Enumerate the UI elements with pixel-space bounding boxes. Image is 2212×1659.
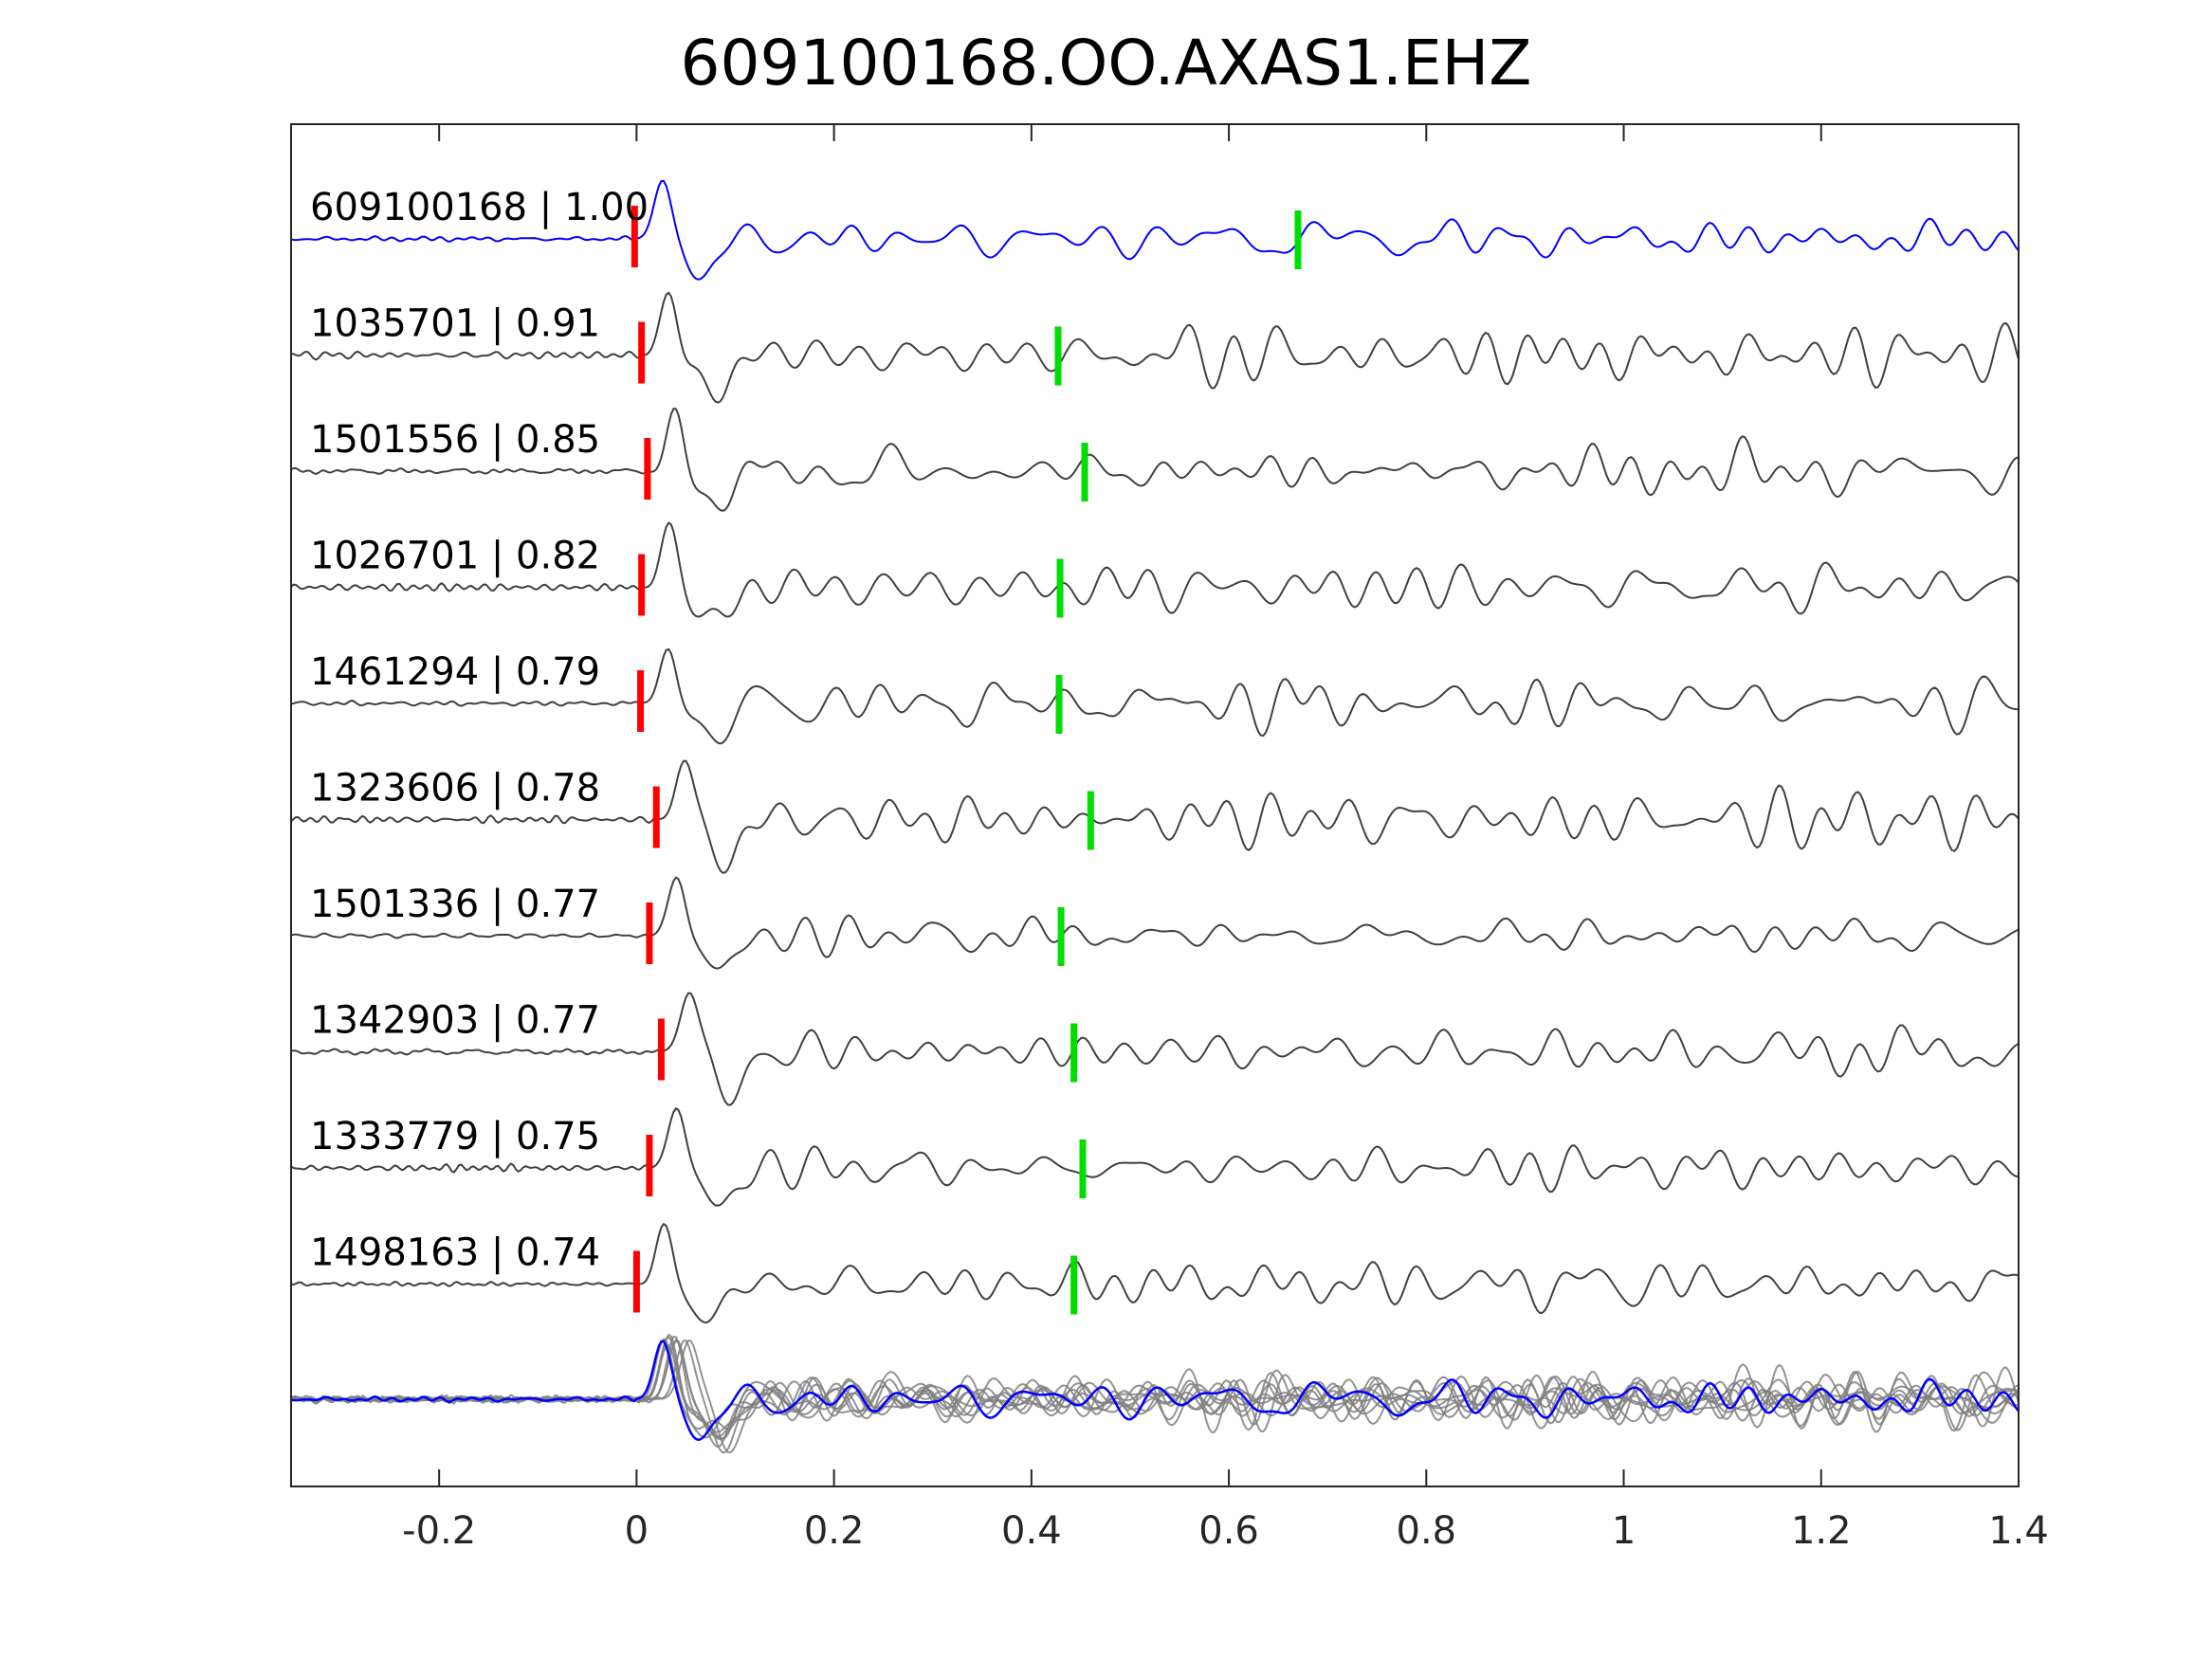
trace-line-1342903 [290, 992, 2020, 1106]
stack-reference-trace [290, 1340, 2020, 1442]
trace-line-1026701 [290, 521, 2020, 618]
trace-label-609100168: 609100168 | 1.00 [310, 186, 649, 229]
axes-box [290, 123, 2020, 1487]
trace-line-1498163 [290, 1222, 2020, 1324]
trace-label-1501336: 1501336 | 0.77 [310, 883, 600, 926]
labels-layer: 609100168 | 1.00 1035701 | 0.91 1501556 | … [310, 186, 649, 1275]
trace-line-1461294 [290, 647, 2019, 745]
trace-line-1323606 [290, 759, 2020, 874]
trace-line-1501556 [290, 408, 2020, 512]
chart-title: 609100168.OO.AXAS1.EHZ [680, 27, 1532, 100]
trace-line-609100168 [290, 179, 2020, 281]
trace-label-1333779: 1333779 | 0.75 [310, 1115, 600, 1158]
x-tick-label: 1 [1612, 1509, 1636, 1553]
x-tick-label: -0.2 [402, 1509, 476, 1553]
x-tick-label: 0.6 [1198, 1509, 1259, 1553]
trace-label-1323606: 1323606 | 0.78 [310, 767, 600, 811]
stack-layer [290, 1333, 2020, 1454]
stack-trace-1498163 [290, 1338, 2020, 1439]
trace-label-1501556: 1501556 | 0.85 [310, 418, 600, 462]
x-tick-label: 0.4 [1001, 1509, 1062, 1553]
trace-line-1333779 [290, 1106, 2020, 1207]
trace-line-1035701 [290, 291, 2020, 404]
traces-layer [290, 179, 2020, 1324]
stack-trace-1026701 [290, 1333, 2020, 1431]
trace-label-1026701: 1026701 | 0.82 [310, 535, 600, 578]
trace-label-1461294: 1461294 | 0.79 [310, 650, 600, 694]
ticks-layer: -0.2 0 0.2 0.4 0.6 0.8 1 1.2 1.4 [402, 124, 2049, 1553]
x-tick-label: 1.4 [1988, 1509, 2049, 1553]
x-tick-label: 0 [625, 1509, 649, 1553]
trace-line-1501336 [290, 876, 2020, 970]
trace-label-1035701: 1035701 | 0.91 [310, 302, 600, 346]
x-tick-label: 0.8 [1397, 1509, 1457, 1553]
x-tick-label: 0.2 [804, 1509, 865, 1553]
trace-label-1342903: 1342903 | 0.77 [310, 999, 600, 1043]
x-tick-label: 1.2 [1791, 1509, 1852, 1553]
trace-label-1498163: 1498163 | 0.74 [310, 1231, 600, 1275]
picks-layer [631, 206, 1302, 1315]
